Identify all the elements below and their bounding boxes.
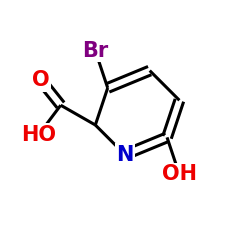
Text: OH: OH (162, 164, 197, 184)
Text: N: N (116, 145, 134, 165)
Text: Br: Br (82, 41, 108, 61)
Text: HO: HO (21, 125, 56, 145)
Text: O: O (32, 70, 50, 90)
